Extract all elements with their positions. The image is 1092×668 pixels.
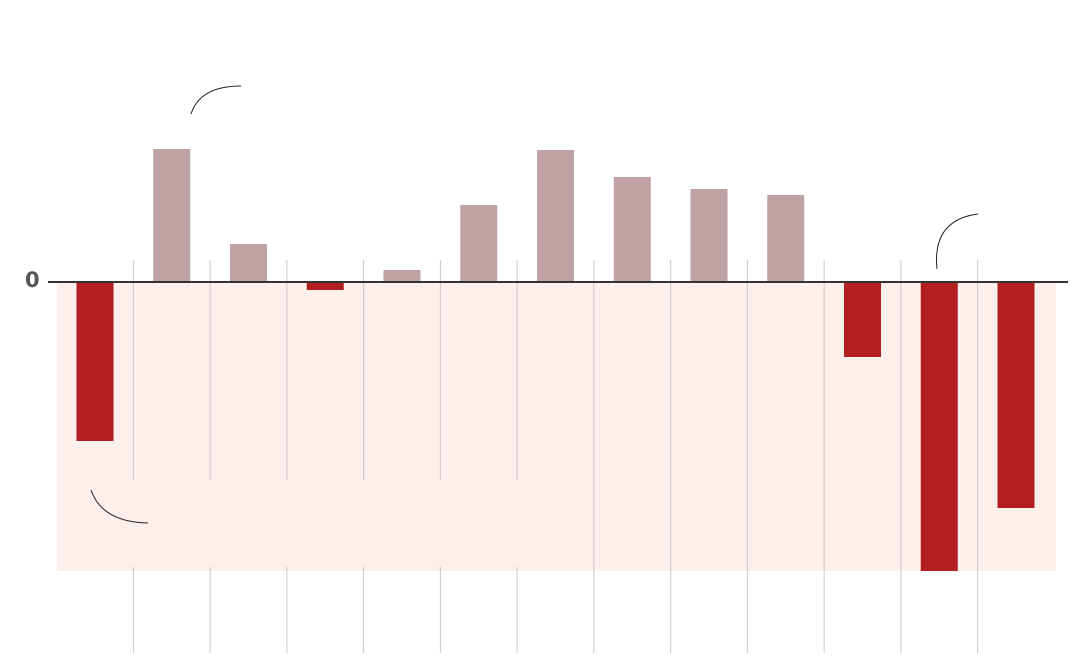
bar-13 [997,282,1035,508]
bar-9 [690,189,728,282]
bar-12 [920,282,958,571]
annotation-leader-line [936,213,979,270]
bar-10 [767,195,805,282]
bar-8 [613,177,651,282]
bar-7 [537,150,574,282]
bar-5 [383,270,421,282]
bar-6 [460,205,498,282]
y-tick-label-zero: 0 [25,268,40,292]
bar-11 [844,282,881,357]
negative-region-band [57,282,1056,571]
bar-2 [153,149,191,282]
bar-1 [76,282,114,441]
bar-3 [230,244,267,282]
annotation-leader-line [190,85,242,115]
bar-4 [306,282,344,290]
annotation-leader-line [90,489,149,524]
